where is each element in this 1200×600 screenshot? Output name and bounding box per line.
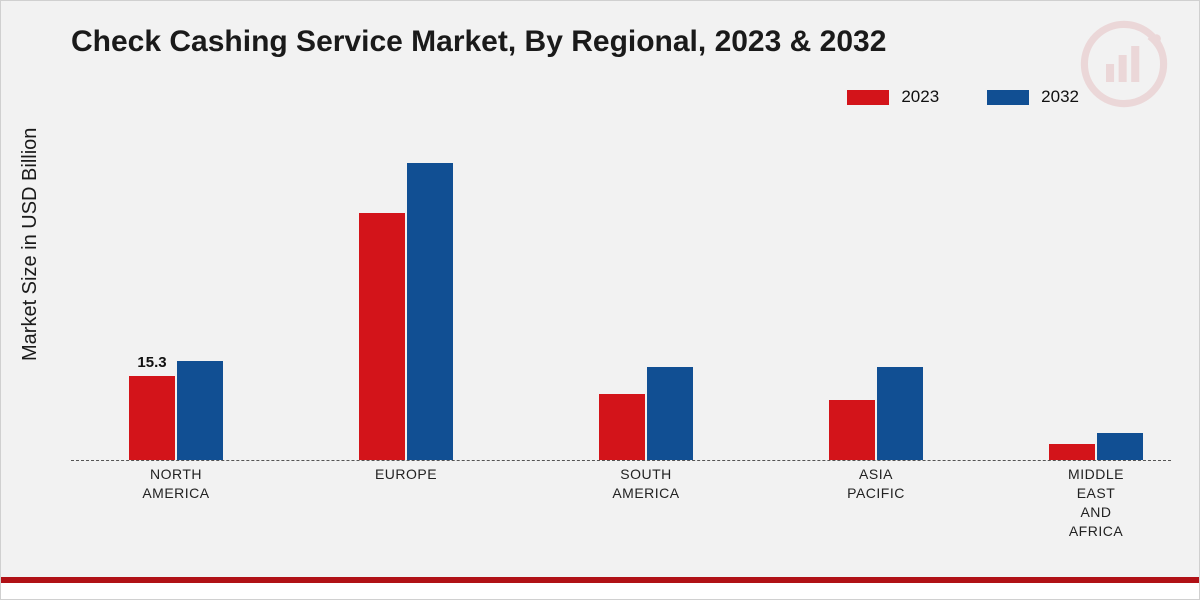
footer-accent-bar xyxy=(1,577,1199,599)
x-axis-category-label: SOUTHAMERICA xyxy=(571,465,721,503)
bar-2032 xyxy=(407,163,453,460)
x-axis-baseline xyxy=(71,460,1171,461)
chart-title: Check Cashing Service Market, By Regiona… xyxy=(71,25,886,59)
bar-2032 xyxy=(877,367,923,461)
x-axis-category-label: EUROPE xyxy=(331,465,481,484)
legend-item-2023: 2023 xyxy=(847,87,939,107)
bar-2032 xyxy=(177,361,223,460)
legend-swatch-2032 xyxy=(987,90,1029,105)
x-axis-category-label: ASIAPACIFIC xyxy=(801,465,951,503)
legend-item-2032: 2032 xyxy=(987,87,1079,107)
bar-2023 xyxy=(829,400,875,461)
x-axis-category-label: NORTHAMERICA xyxy=(101,465,251,503)
bar-2023 xyxy=(1049,444,1095,461)
x-axis-category-label: MIDDLEEASTANDAFRICA xyxy=(1021,465,1171,541)
chart-container: Check Cashing Service Market, By Regiona… xyxy=(0,0,1200,600)
legend-label-2023: 2023 xyxy=(901,87,939,107)
bar-2032 xyxy=(647,367,693,461)
bar-2023 xyxy=(359,213,405,461)
bar-2032 xyxy=(1097,433,1143,461)
watermark-logo-icon xyxy=(1079,19,1169,109)
legend-swatch-2023 xyxy=(847,90,889,105)
y-axis-label: Market Size in USD Billion xyxy=(19,128,42,361)
legend-label-2032: 2032 xyxy=(1041,87,1079,107)
bar-2023 xyxy=(599,394,645,460)
bar-2023 xyxy=(129,376,175,460)
legend: 2023 2032 xyxy=(847,87,1079,107)
bar-data-label: 15.3 xyxy=(137,354,166,371)
plot-area: 15.3 xyxy=(71,131,1171,461)
